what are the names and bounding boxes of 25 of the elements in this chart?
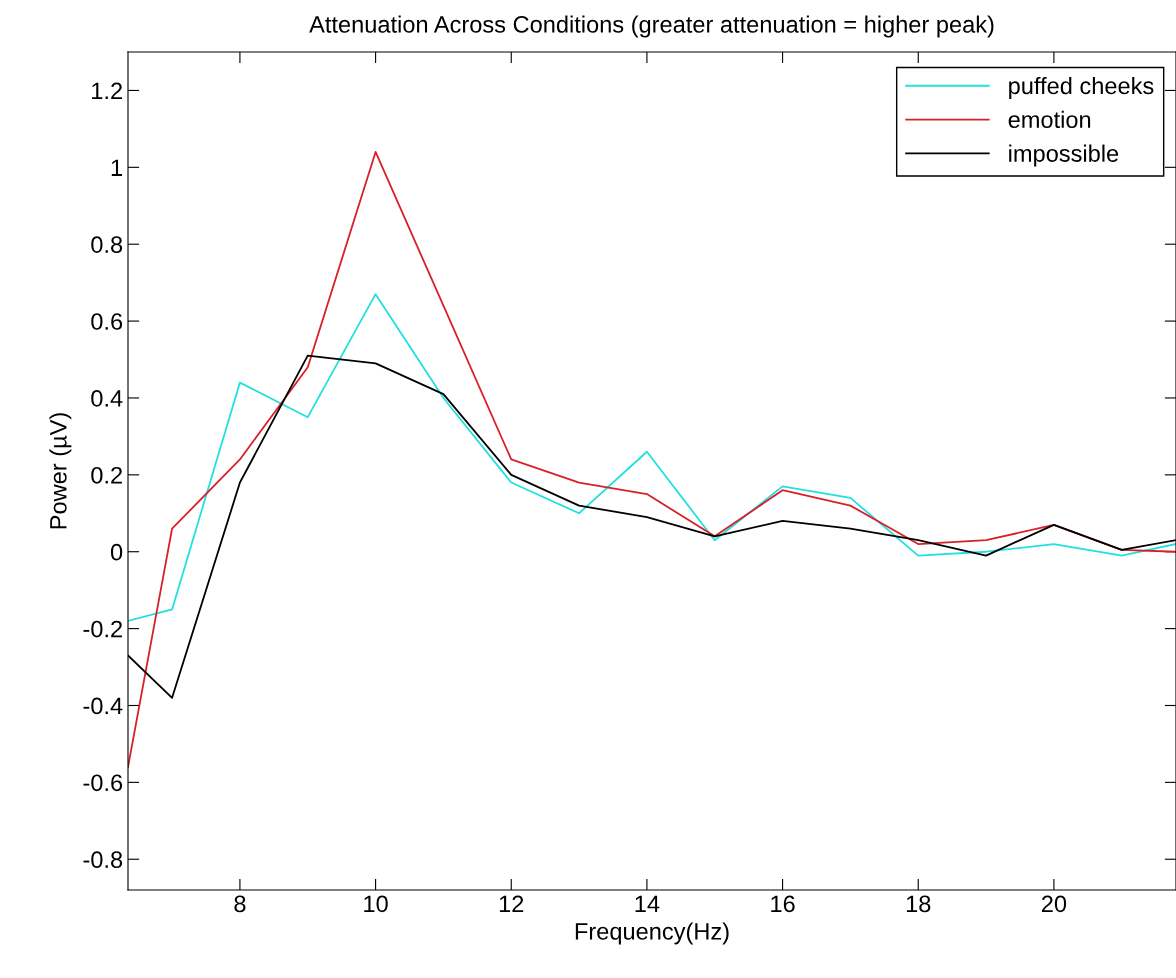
y-tick-label: -0.4	[83, 697, 123, 715]
legend-label: puffed cheeks	[1009, 76, 1154, 99]
y-tick-label: 0.8	[91, 236, 123, 253]
y-tick-label: 1	[111, 159, 122, 176]
line-series	[128, 293, 1176, 622]
legend-label: emotion	[1008, 110, 1091, 129]
y-tick-label: 0.4	[91, 390, 123, 407]
y-tick-label: 0.2	[91, 466, 122, 484]
x-tick-label: 16	[771, 895, 795, 913]
y-tick-label: 1.2	[92, 82, 122, 99]
legend-label: impossible	[1009, 144, 1119, 167]
y-tick-label: 0.6	[91, 313, 123, 330]
x-axis-title: Frequency(Hz)	[575, 922, 729, 945]
y-tick-label: 0	[110, 543, 123, 561]
y-tick-label: -0.8	[83, 851, 123, 869]
y-tick-label: -0.2	[83, 620, 122, 638]
y-axis-title: Power (µV)	[49, 413, 72, 529]
x-tick-label: 14	[635, 895, 660, 912]
y-tick-label: -0.6	[83, 774, 123, 792]
x-tick-label: 10	[364, 895, 388, 913]
x-tick-label: 20	[1041, 895, 1067, 913]
x-tick-label: 12	[499, 895, 524, 912]
chart-title: Attenuation Across Conditions (greater attenuation = higher peak)	[309, 15, 994, 38]
x-tick-label: 8	[234, 895, 246, 913]
x-tick-label: 18	[906, 895, 931, 913]
